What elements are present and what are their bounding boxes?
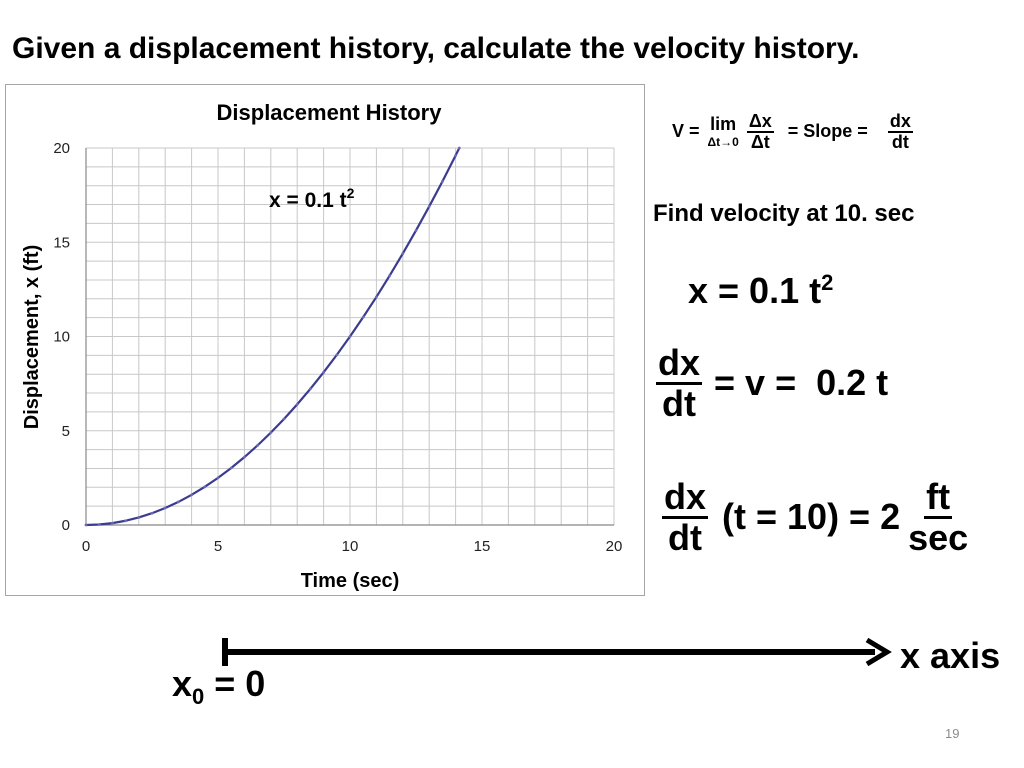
x-axis-arrow [222,637,892,667]
slope-label: = Slope = [787,121,868,142]
y-tick-label: 15 [53,234,70,251]
chart-y-axis-label: Displacement, x (ft) [21,245,43,429]
series-point [427,205,431,208]
series-point [190,493,194,497]
velocity-result-equation: dx dt (t = 10) = 2 ft sec [662,478,970,557]
x-axis-label: x axis [900,635,1001,676]
chart-tick-labels: 0 5 10 15 20 0 5 10 15 20 [53,140,622,555]
series-point [335,353,339,357]
x-tick-label: 10 [342,538,359,555]
series-point [84,523,88,527]
displacement-equation: x = 0.1 t2 [688,270,833,312]
series-point [282,417,286,421]
series-point [97,523,101,526]
delta-fraction: Δx Δt [746,111,774,152]
series-point [414,229,418,232]
velocity-equation-rhs: = v = 0.2 t [714,362,889,404]
chart-grid [85,147,615,526]
x-tick-label: 5 [214,538,222,555]
result-unit-numerator: ft [924,476,953,519]
series-point [229,466,233,470]
series-point [177,500,180,504]
series-point [295,402,299,406]
result-derivative-numerator: dx [662,476,709,519]
derivative-fraction: dx dt [887,111,913,152]
series-point [441,180,444,183]
series-point [124,519,127,523]
series-point [348,335,352,338]
velocity-derivative-denominator: dt [662,382,696,424]
series-point [269,431,273,435]
series-point [111,521,114,525]
chart-annotation-text: x = 0.1 t [269,189,347,212]
displacement-chart: Displacement History 0 5 10 15 20 0 5 10 15 20 Ti… [5,84,645,596]
limit-operator: lim Δt→0 [708,115,739,149]
chart-svg: Displacement History 0 5 10 15 20 0 5 10 15 20 Ti… [21,100,622,592]
limit-label: lim [710,113,737,134]
chart-annotation: x = 0.1 t2 [269,185,355,212]
derivative-denominator: dt [891,131,909,152]
derivative-numerator: dx [887,111,913,133]
chart-series [84,146,461,527]
velocity-equation: dx dt = v = 0.2 t [656,344,888,423]
series-line [85,147,461,527]
chart-annotation-exponent: 2 [347,185,355,201]
find-velocity-prompt: Find velocity at 10. sec [653,200,915,227]
result-unit-fraction: ft sec [906,478,970,557]
x-tick-label: 0 [82,538,90,555]
result-equation-middle: (t = 10) = 2 [722,496,901,538]
y-tick-label: 10 [53,329,70,346]
origin-label: x0 = 0 [172,663,265,710]
series-point [361,315,365,319]
chart-title: Displacement History [217,100,443,125]
series-point [388,274,391,278]
series-point [203,485,207,489]
velocity-derivative-numerator: dx [656,342,703,385]
series-point [150,511,154,515]
velocity-label: V = [672,121,700,142]
result-derivative-denominator: dt [668,516,702,558]
series-point [375,295,378,299]
limit-subscript: Δt→0 [707,134,739,149]
series-point [137,516,141,519]
x-tick-label: 15 [474,538,491,555]
series-point [457,146,461,150]
origin-label-base: x [172,663,193,704]
result-derivative-fraction: dx dt [662,476,709,558]
y-tick-label: 5 [62,423,70,440]
x-tick-label: 20 [606,538,623,555]
x-axis-arrowhead [865,637,892,667]
chart-x-axis-label: Time (sec) [301,570,400,592]
series-point [309,387,312,391]
delta-numerator: Δx [746,111,774,133]
series-point [243,455,246,459]
velocity-definition: V = lim Δt→0 Δx Δt = Slope = dx dt [672,112,913,152]
y-tick-label: 20 [53,140,70,157]
series-point [216,476,220,480]
displacement-equation-exponent: 2 [821,270,834,295]
chart-axes [85,148,614,526]
series-point [256,443,259,447]
delta-denominator: Δt [750,131,770,152]
y-tick-label: 0 [62,517,70,534]
series-point [163,506,167,510]
series-point [454,154,457,157]
displacement-equation-text: x = 0.1 t [688,270,822,311]
series-point [401,252,405,255]
page-number: 19 [945,726,960,741]
velocity-derivative-fraction: dx dt [656,342,703,424]
slide-title: Given a displacement history, calculate … [12,32,860,65]
result-unit-denominator: sec [908,516,969,558]
origin-label-subscript: 0 [192,684,205,710]
origin-label-value: = 0 [204,663,266,704]
series-point [322,370,325,374]
